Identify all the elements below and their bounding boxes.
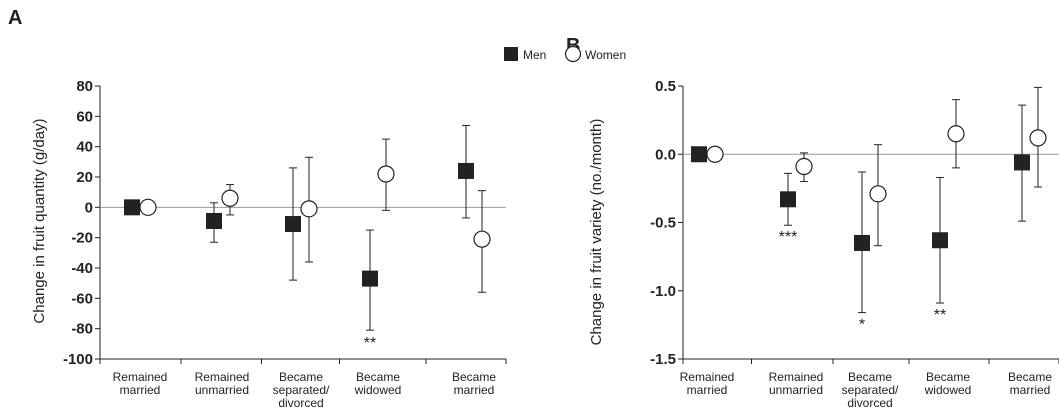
panel-b-men-marker (691, 146, 707, 163)
panel-a-y-tick-label: -40 (71, 260, 93, 277)
panel-a-x-category-label-line: married (120, 383, 161, 397)
panel-b-y-tick-label: 0.5 (655, 78, 676, 95)
panel-a-men-marker (458, 162, 474, 179)
panel-a-men-marker (124, 199, 140, 216)
panel-b-women-marker (1029, 129, 1047, 147)
legend-men-label: Men (523, 48, 546, 62)
panel-b-x-category-label-line: Became (926, 370, 970, 384)
panel-a-men-marker (206, 212, 222, 229)
panel-a-x-category-label-line: Remained (195, 370, 250, 384)
panel-a-y-tick-label: -80 (71, 321, 93, 338)
panel-a-chart: A Change in fruit quantity (g/day) 80 60 4… (8, 7, 507, 410)
panel-a-y-axis-label: Change in fruit quantity (g/day) (31, 118, 48, 323)
legend-men-marker (504, 47, 518, 61)
panel-b-y-tick-label: -0.5 (650, 215, 676, 232)
panel-a-x-category-label: Remained unmarried (195, 370, 250, 397)
panel-a-y-tick-label: -60 (71, 290, 93, 307)
panel-b-women-marker (706, 145, 724, 163)
panel-a-women-marker (300, 200, 318, 218)
panel-b-x-category-label-line: Remained (769, 370, 824, 384)
panel-a-x-category-label-line: divorced (278, 396, 323, 410)
panel-b-x-category-label-line: widowed (924, 383, 972, 397)
panel-b-y-tick-label: -1.0 (650, 283, 676, 300)
panel-b-chart: B Change in fruit variety (no./month) 0.… (566, 35, 1059, 410)
panel-a-men-marker (362, 270, 378, 287)
panel-b-significance-label: ** (934, 307, 946, 324)
panel-a-men-marker (285, 216, 301, 233)
panel-a-x-category-label-line: Became (356, 370, 400, 384)
panel-a-x-category-label-line: married (454, 383, 495, 397)
panel-a-women-marker (377, 165, 395, 183)
panel-b-x-category-label-line: divorced (847, 396, 892, 410)
panel-a-letter: A (8, 7, 22, 29)
panel-a-y-tick-label: 40 (76, 139, 93, 156)
panel-a-women-marker (221, 189, 239, 207)
panel-a-y-tick-label: 0 (85, 199, 93, 216)
panel-b-y-axis-label: Change in fruit variety (no./month) (588, 119, 605, 346)
panel-b-men-marker (932, 232, 948, 249)
panel-a-y-tick-label: 80 (76, 78, 93, 95)
panel-b-x-category-label-line: unmarried (769, 383, 823, 397)
panel-b-x-category-label-line: separated/ (842, 383, 899, 397)
panel-a-y-tick-label: 60 (76, 108, 93, 125)
panel-b-y-tick-label: -1.5 (650, 351, 676, 368)
panel-b-x-category-label-line: Remained (680, 370, 735, 384)
panel-a-x-category-label-line: Became (279, 370, 323, 384)
panel-b-men-marker (1014, 154, 1030, 171)
panel-b-women-marker (869, 185, 887, 203)
panel-a-significance-label: ** (364, 335, 376, 352)
panel-a-women-marker (139, 198, 157, 216)
panel-a-y-tick-label: 20 (76, 169, 93, 186)
panel-a-women-marker (473, 230, 491, 248)
panel-b-y-tick-label: 0.0 (655, 146, 676, 163)
legend: Men Women (504, 45, 626, 63)
panel-a-x-category-label: Became widowed (354, 370, 402, 397)
panel-b-x-category-label: Became separated/divorced (842, 370, 899, 410)
panel-b-men-marker (854, 234, 870, 251)
panel-b-x-category-label: Became married (1008, 370, 1052, 397)
panel-a-x-category-label-line: separated/ (273, 383, 330, 397)
panel-a-x-category-label-line: Became (452, 370, 496, 384)
panel-b-x-category-label: Became widowed (924, 370, 972, 397)
panel-b-men-marker (780, 191, 796, 208)
panel-a-x-category-label-line: unmarried (195, 383, 249, 397)
panel-b-significance-label: * (859, 317, 865, 334)
panel-b-x-category-label-line: married (687, 383, 728, 397)
panel-a-x-category-label-line: Remained (113, 370, 168, 384)
panel-b-x-category-label-line: married (1010, 383, 1051, 397)
panel-b-women-marker (947, 125, 965, 143)
legend-women-label: Women (585, 48, 626, 62)
panel-a-x-category-label: Became separated/divorced (273, 370, 330, 410)
legend-women-marker (564, 45, 582, 63)
panel-b-x-category-label: Remained unmarried (769, 370, 824, 397)
panel-b-women-marker (795, 157, 813, 176)
panel-b-x-category-label: Remained married (680, 370, 735, 397)
panel-b-x-category-label-line: Became (1008, 370, 1052, 384)
panel-a-y-tick-label: -20 (71, 230, 93, 247)
panel-b-x-category-label-line: Became (848, 370, 892, 384)
panel-a-y-tick-label: -100 (63, 351, 93, 368)
panel-a-x-category-label-line: widowed (354, 383, 402, 397)
panel-a-x-category-label: Became married (452, 370, 496, 397)
panel-b-significance-label: *** (779, 229, 798, 246)
panel-a-x-category-label: Remained married (113, 370, 168, 397)
